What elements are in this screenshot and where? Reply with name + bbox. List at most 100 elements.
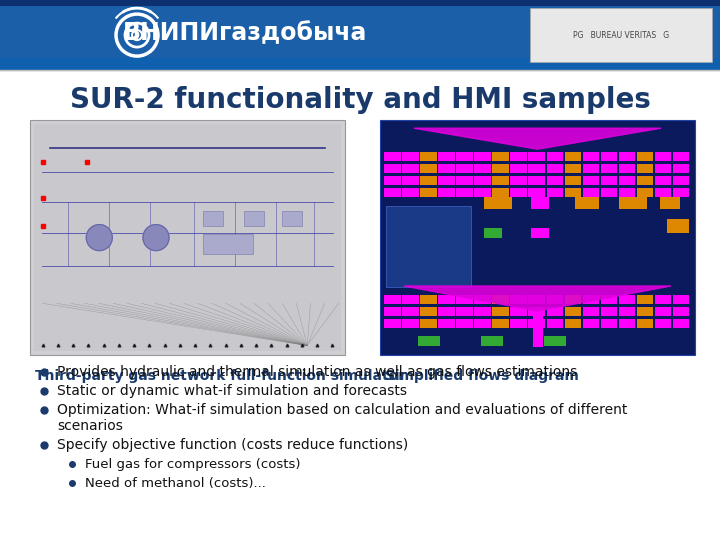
Text: SUR-2 functionality and HMI samples: SUR-2 functionality and HMI samples [70,86,650,114]
Text: scenarios: scenarios [57,419,123,433]
Bar [636,319,653,328]
Bar [384,152,400,161]
Bar [438,152,455,161]
Bar [618,307,635,316]
Bar [546,319,563,328]
Bar [546,152,563,161]
Bar [402,176,418,185]
Bar [655,176,672,185]
Bar [582,295,599,304]
Bar [402,188,418,197]
Bar [510,164,527,173]
Bar [420,164,436,173]
Bar [564,295,581,304]
Bar [438,176,455,185]
Bar [564,319,581,328]
Bar [34,124,341,351]
Bar [492,307,509,316]
Bar [530,8,712,62]
Bar [402,307,418,316]
Polygon shape [404,286,671,311]
Bar [531,198,549,210]
Bar [492,164,509,173]
Bar [0,72,720,540]
Bar [0,58,720,70]
Bar [546,307,563,316]
Bar [386,206,471,287]
Bar [510,176,527,185]
Bar [655,319,672,328]
Bar [384,307,400,316]
Bar [0,0,720,6]
Bar [474,307,491,316]
Text: Fuel gas for compressors (costs): Fuel gas for compressors (costs) [85,458,300,471]
Bar [420,307,436,316]
Bar [492,152,509,161]
Bar [456,295,473,304]
Bar [384,176,400,185]
Bar [636,188,653,197]
Text: PG   BUREAU VERITAS   G: PG BUREAU VERITAS G [573,31,669,39]
Bar [510,319,527,328]
Bar [564,307,581,316]
Bar [636,152,653,161]
Bar [510,152,527,161]
Bar [438,295,455,304]
Bar [420,188,436,197]
Bar [492,295,509,304]
Bar [636,176,653,185]
Bar [655,295,672,304]
Bar [636,295,653,304]
Bar [0,0,720,70]
Text: Static or dynamic what-if simulation and forecasts: Static or dynamic what-if simulation and… [57,384,407,398]
Bar [600,164,617,173]
Bar [402,164,418,173]
Bar [582,188,599,197]
Bar [492,188,509,197]
Text: Optimization: What-if simulation based on calculation and evaluations of differe: Optimization: What-if simulation based o… [57,403,627,417]
Bar [384,164,400,173]
Circle shape [143,225,169,251]
Bar [546,164,563,173]
Text: Simplified flows diagram: Simplified flows diagram [385,369,579,383]
Bar [600,319,617,328]
Bar [582,176,599,185]
Bar [456,319,473,328]
Text: Specify objective function (costs reduce functions): Specify objective function (costs reduce… [57,438,408,452]
Bar [575,198,599,210]
Bar [30,120,345,355]
Text: Third-party gas network full-function simulator: Third-party gas network full-function si… [35,369,405,383]
Bar [402,295,418,304]
Bar [244,211,264,226]
Bar [528,307,545,316]
Bar [618,176,635,185]
Bar [660,198,680,210]
Bar [438,188,455,197]
Bar [546,176,563,185]
Bar [456,307,473,316]
Bar [544,336,566,346]
Bar [384,295,400,304]
Text: Provides hydraulic and thermal simulation as well as gas flows estimations: Provides hydraulic and thermal simulatio… [57,365,577,379]
Bar [456,188,473,197]
Bar [203,211,223,226]
Bar [673,295,690,304]
Bar [203,234,253,254]
Bar [531,227,549,238]
Bar [528,295,545,304]
Bar [533,315,542,347]
Bar [510,188,527,197]
Bar [456,164,473,173]
Bar [438,164,455,173]
Bar [528,176,545,185]
Bar [456,152,473,161]
Bar [456,176,473,185]
Bar [420,152,436,161]
Circle shape [86,225,112,251]
Bar [582,164,599,173]
Bar [420,176,436,185]
Bar [618,295,635,304]
Bar [528,164,545,173]
Bar [484,227,502,238]
Bar [528,188,545,197]
